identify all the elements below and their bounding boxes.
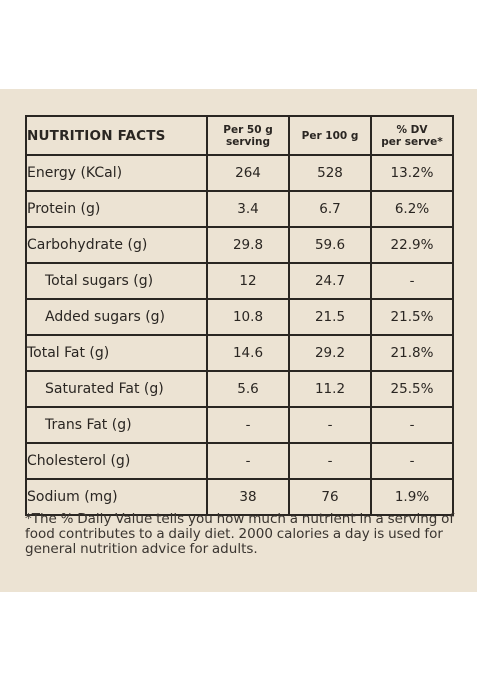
- value-per-50g: 10.8: [206, 298, 290, 336]
- column-header-per-100g: Per 100 g: [288, 115, 372, 156]
- table-row: Total Fat (g) 14.6 29.2 21.8%: [25, 334, 454, 372]
- row-label: Trans Fat (g): [25, 406, 208, 444]
- value-per-100g: 59.6: [288, 226, 372, 264]
- value-per-50g: 3.4: [206, 190, 290, 228]
- table-row: Energy (KCal) 264 528 13.2%: [25, 154, 454, 192]
- row-label: Carbohydrate (g): [25, 226, 208, 264]
- value-per-100g: 29.2: [288, 334, 372, 372]
- value-dv: 13.2%: [370, 154, 454, 192]
- value-per-100g: -: [288, 406, 372, 444]
- nutrition-panel: NUTRITION FACTS Per 50 g serving Per 100…: [0, 89, 477, 592]
- value-per-100g: -: [288, 442, 372, 480]
- table-header-row: NUTRITION FACTS Per 50 g serving Per 100…: [25, 115, 454, 156]
- row-label: Saturated Fat (g): [25, 370, 208, 408]
- value-per-50g: 5.6: [206, 370, 290, 408]
- table-row: Saturated Fat (g) 5.6 11.2 25.5%: [25, 370, 454, 408]
- column-header-per-50g: Per 50 g serving: [206, 115, 290, 156]
- value-per-100g: 11.2: [288, 370, 372, 408]
- value-dv: 21.8%: [370, 334, 454, 372]
- value-dv: -: [370, 262, 454, 300]
- table-title: NUTRITION FACTS: [25, 115, 208, 156]
- value-per-100g: 24.7: [288, 262, 372, 300]
- value-per-50g: 14.6: [206, 334, 290, 372]
- table-row: Protein (g) 3.4 6.7 6.2%: [25, 190, 454, 228]
- value-per-100g: 528: [288, 154, 372, 192]
- table-row: Cholesterol (g) - - -: [25, 442, 454, 480]
- value-dv: 21.5%: [370, 298, 454, 336]
- value-per-50g: -: [206, 406, 290, 444]
- value-per-100g: 6.7: [288, 190, 372, 228]
- value-dv: -: [370, 406, 454, 444]
- row-label: Cholesterol (g): [25, 442, 208, 480]
- row-label: Energy (KCal): [25, 154, 208, 192]
- value-dv: 6.2%: [370, 190, 454, 228]
- value-per-50g: -: [206, 442, 290, 480]
- value-per-100g: 21.5: [288, 298, 372, 336]
- row-label: Total sugars (g): [25, 262, 208, 300]
- value-per-50g: 264: [206, 154, 290, 192]
- value-per-50g: 38: [206, 478, 290, 516]
- daily-value-footnote: *The % Daily Value tells you how much a …: [25, 511, 455, 557]
- table-row: Total sugars (g) 12 24.7 -: [25, 262, 454, 300]
- row-label: Sodium (mg): [25, 478, 208, 516]
- table-row: Sodium (mg) 38 76 1.9%: [25, 478, 454, 516]
- value-per-50g: 29.8: [206, 226, 290, 264]
- column-header-dv: % DV per serve*: [370, 115, 454, 156]
- value-dv: 25.5%: [370, 370, 454, 408]
- table-row: Trans Fat (g) - - -: [25, 406, 454, 444]
- value-per-100g: 76: [288, 478, 372, 516]
- row-label: Total Fat (g): [25, 334, 208, 372]
- value-per-50g: 12: [206, 262, 290, 300]
- table-row: Added sugars (g) 10.8 21.5 21.5%: [25, 298, 454, 336]
- value-dv: -: [370, 442, 454, 480]
- value-dv: 1.9%: [370, 478, 454, 516]
- row-label: Added sugars (g): [25, 298, 208, 336]
- value-dv: 22.9%: [370, 226, 454, 264]
- table-row: Carbohydrate (g) 29.8 59.6 22.9%: [25, 226, 454, 264]
- nutrition-facts-table: NUTRITION FACTS Per 50 g serving Per 100…: [25, 115, 454, 516]
- row-label: Protein (g): [25, 190, 208, 228]
